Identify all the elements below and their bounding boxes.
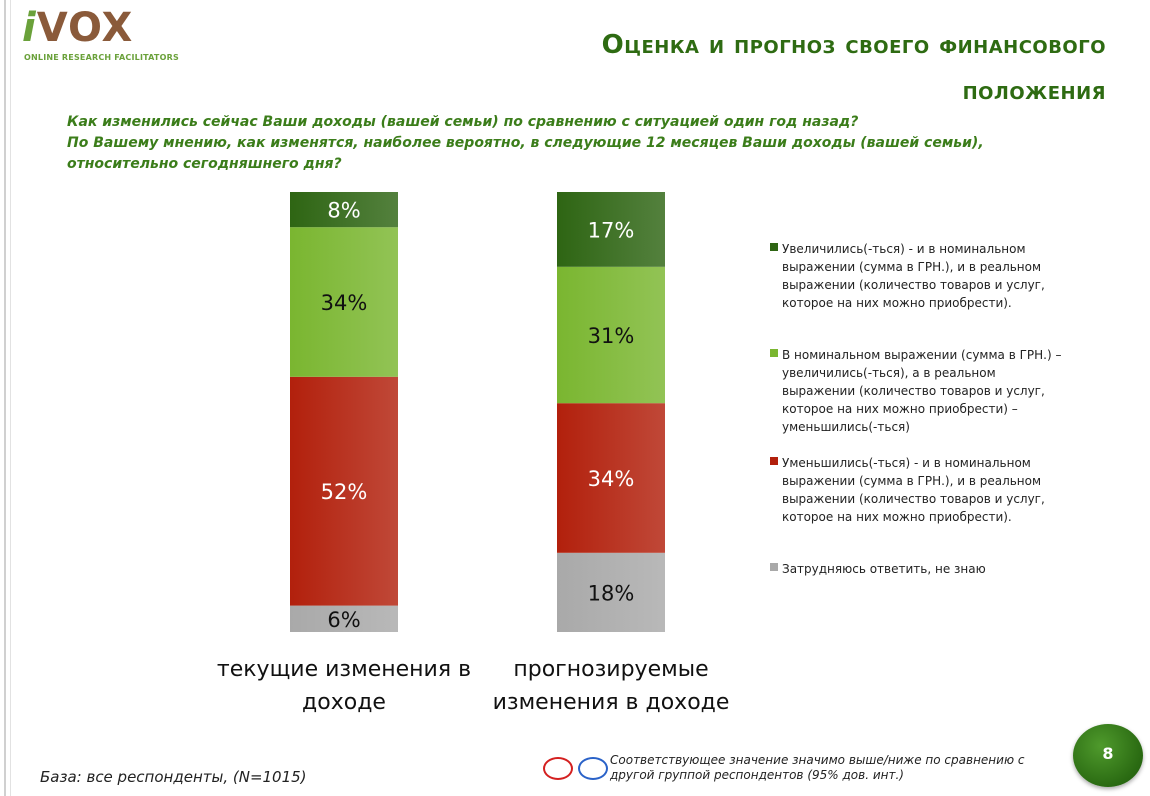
left-border-line-thin (10, 0, 11, 796)
data-label-decreased-2: 34% (588, 467, 635, 491)
page-number: 8 (1102, 744, 1114, 763)
logo-wordmark: iVOX (22, 4, 133, 52)
legend-swatch-light-green (770, 349, 778, 357)
data-label-decreased-1: 52% (321, 480, 368, 504)
red-circle-marker (543, 757, 573, 780)
legend-label-nominal-up-real-down: В номинальном выражении (сумма в ГРН.) –… (782, 348, 1062, 434)
legend-swatch-gray (770, 563, 778, 571)
bar-segment-nominal-up-real-down-2 (557, 266, 665, 404)
legend-label-dont-know: Затрудняюсь ответить, не знаю (782, 562, 986, 576)
legend-label-decreased: Уменьшились(-ться) - и в номинальном выр… (782, 456, 1045, 524)
bar-segment-decreased-2 (557, 403, 665, 553)
data-label-nominal-up-real-down-1: 34% (321, 291, 368, 315)
page-number-badge: 8 (1073, 724, 1143, 787)
legend-swatch-red (770, 457, 778, 465)
category-label-1-line-2: доходе (302, 690, 386, 715)
category-label-1-line-1: текущие изменения в (217, 657, 471, 682)
logo-tagline: ONLINE RESEARCH FACILITATORS (24, 53, 179, 62)
category-label-2-line-2: изменения в доходе (493, 690, 730, 715)
bar-segment-decreased-1 (290, 376, 398, 606)
category-label-2-line-1: прогнозируемые (513, 657, 708, 682)
slide-title-line-1: Оценка и прогноз своего финансового (601, 30, 1106, 60)
logo-letters-vox: VOX (36, 5, 134, 51)
bar-segment-dont-know-1 (290, 605, 398, 632)
data-label-increased-1: 8% (327, 199, 360, 223)
question-2: По Вашему мнению, как изменятся, наиболе… (67, 135, 984, 172)
bar-segment-increased-1 (290, 192, 398, 228)
survey-questions: Как изменились сейчас Ваши доходы (вашей… (67, 112, 1087, 175)
blue-circle-marker (578, 757, 608, 780)
logo-letter-i: i (22, 5, 37, 51)
slide-title-line-2: положения (962, 76, 1106, 106)
data-label-increased-2: 17% (588, 218, 635, 242)
bar-segment-increased-2 (557, 192, 665, 267)
bar-segment-dont-know-2 (557, 552, 665, 632)
data-label-nominal-up-real-down-2: 31% (588, 324, 635, 348)
significance-note: Соответствующее значение значимо выше/ни… (610, 753, 1025, 782)
left-border-line (4, 0, 6, 796)
data-label-dont-know-2: 18% (588, 581, 635, 605)
slide-title: Оценка и прогноз своего финансового поло… (346, 22, 1106, 114)
legend-label-increased: Увеличились(-ться) - и в номинальном выр… (782, 242, 1045, 310)
base-respondents-note: База: все респонденты, (N=1015) (40, 768, 307, 786)
question-1: Как изменились сейчас Ваши доходы (вашей… (67, 114, 859, 130)
legend-swatch-dark-green (770, 243, 778, 251)
bar-segment-nominal-up-real-down-1 (290, 227, 398, 377)
ivox-logo: iVOX ONLINE RESEARCH FACILITATORS (22, 4, 179, 66)
data-label-dont-know-1: 6% (327, 608, 360, 632)
